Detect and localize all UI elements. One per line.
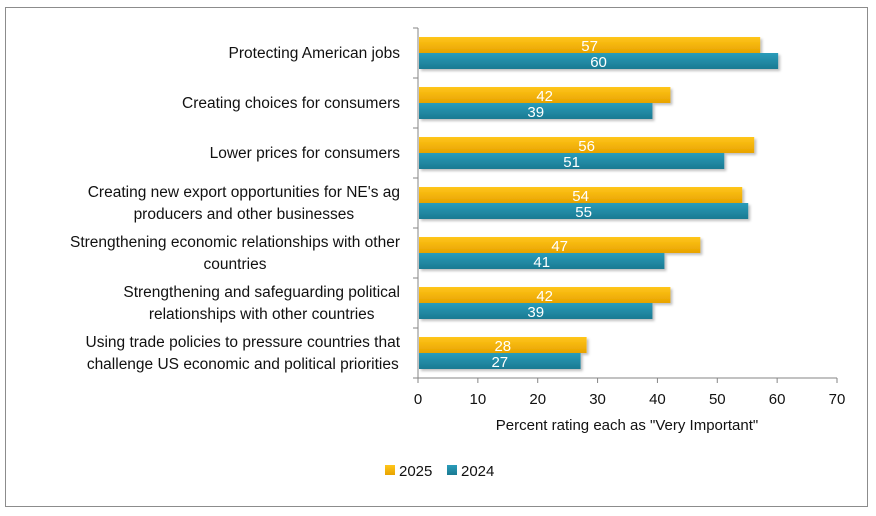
legend-swatch-2024 — [447, 465, 457, 475]
bar-2024 — [419, 203, 749, 219]
bar-value-label: 28 — [494, 338, 511, 355]
bar-value-label: 41 — [533, 254, 550, 271]
bar-2024 — [419, 103, 653, 119]
x-tick-label: 20 — [529, 391, 546, 408]
bar-value-label: 47 — [551, 238, 568, 255]
bar-value-label: 55 — [575, 204, 592, 221]
legend: 2025 2024 — [385, 463, 494, 480]
bar-2025 — [419, 87, 671, 103]
bar-value-label: 57 — [581, 38, 598, 55]
x-tick-label: 0 — [414, 391, 422, 408]
x-axis-title: Percent rating each as "Very Important" — [496, 417, 758, 434]
legend-label: 2024 — [461, 463, 494, 480]
bar-value-label: 56 — [578, 138, 595, 155]
bars: 57 42 56 54 47 42 28 60 39 51 55 41 39 27 — [419, 37, 779, 371]
x-tick-label: 70 — [829, 391, 846, 408]
category-label: challenge US economic and political prio… — [87, 356, 399, 373]
category-label: Strengthening economic relationships wit… — [70, 234, 400, 251]
bar-value-label: 42 — [536, 288, 553, 305]
category-label: Strengthening and safeguarding political — [123, 284, 400, 301]
bar-value-label: 54 — [572, 188, 589, 205]
category-label: Lower prices for consumers — [210, 145, 401, 162]
legend-label: 2025 — [399, 463, 432, 480]
category-label: Creating new export opportunities for NE… — [88, 184, 400, 201]
bar-value-label: 60 — [590, 54, 607, 71]
bar-value-label: 27 — [491, 354, 508, 371]
bar-value-label: 39 — [527, 104, 544, 121]
axes — [413, 27, 838, 383]
bar-value-label: 42 — [536, 88, 553, 105]
bar-value-label: 51 — [563, 154, 580, 171]
category-label: Creating choices for consumers — [182, 95, 400, 112]
category-label: Protecting American jobs — [229, 45, 401, 62]
legend-swatch-2025 — [385, 465, 395, 475]
bar-2024 — [419, 53, 779, 69]
x-tick-label: 40 — [649, 391, 666, 408]
bar-2024 — [419, 253, 665, 269]
category-label: relationships with other countries — [149, 306, 375, 323]
bar-2024 — [419, 353, 581, 369]
bar-2024 — [419, 303, 653, 319]
x-tick-label: 30 — [589, 391, 606, 408]
x-tick-label: 10 — [470, 391, 487, 408]
category-labels: Protecting American jobs Creating choices… — [70, 45, 401, 373]
bar-2025 — [419, 337, 587, 353]
bar-2024 — [419, 153, 725, 169]
x-tick-label: 50 — [709, 391, 726, 408]
bar-value-label: 39 — [527, 304, 544, 321]
category-label: countries — [204, 256, 267, 273]
bar-2025 — [419, 187, 743, 203]
x-tick-label: 60 — [769, 391, 786, 408]
bar-2025 — [419, 137, 755, 153]
category-label: producers and other businesses — [134, 206, 355, 223]
bar-2025 — [419, 37, 761, 53]
category-label: Using trade policies to pressure countri… — [86, 334, 401, 351]
x-tick-labels: 0 10 20 30 40 50 60 70 — [414, 391, 846, 408]
bar-2025 — [419, 237, 701, 253]
bar-2025 — [419, 287, 671, 303]
